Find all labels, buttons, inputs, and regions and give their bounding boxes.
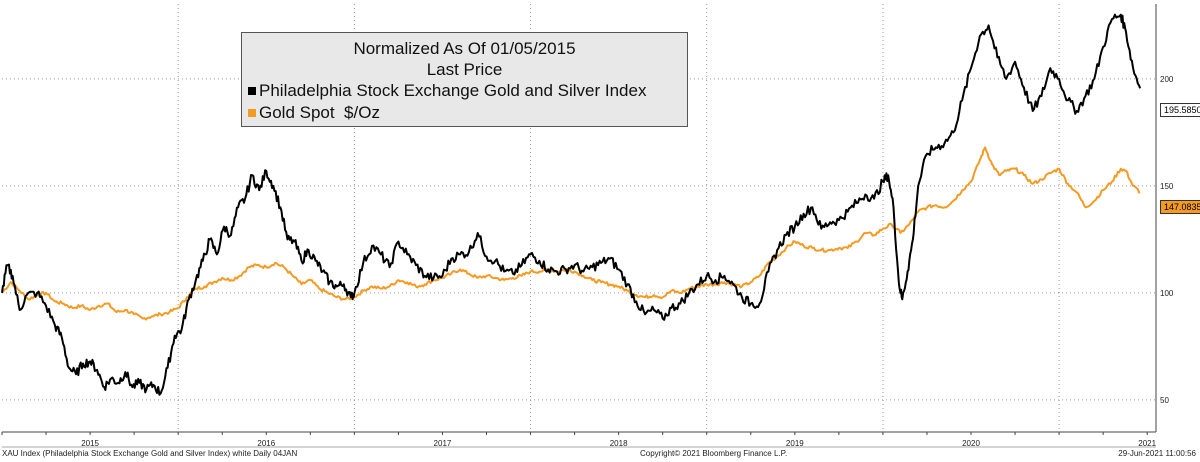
x-tick-label: 2019 [786,439,804,448]
y-tick-label: 200 [1160,75,1174,84]
legend-swatch-gold [248,109,256,117]
x-tick-label: 2020 [962,439,980,448]
x-tick-label: 2015 [81,439,99,448]
x-tick-label: 2016 [257,439,275,448]
last-price-tag-gold: 147.0835 [1160,200,1200,214]
series-lines [1,13,1142,396]
legend: Normalized As Of 01/05/2015 Last Price P… [241,32,688,127]
y-tick-label: 50 [1160,396,1169,405]
legend-title-last-price: Last Price [426,60,503,79]
legend-item-gold: Gold Spot $/Oz [242,102,687,124]
x-tick-label: 2017 [434,439,452,448]
footer-copyright: Copyright© 2021 Bloomberg Finance L.P. [640,449,788,458]
legend-item-xau: Philadelphia Stock Exchange Gold and Sil… [242,80,687,102]
y-tick-label: 150 [1160,182,1174,191]
legend-title-normalized: Normalized As Of 01/05/2015 [353,39,576,58]
series-line-xau [1,13,1142,396]
tick-labels: 50 100 150 200 2015 2016 2017 2018 2019 2020 2021 [81,75,1174,448]
series-line-gold [1,146,1141,321]
axes [1,4,1157,448]
x-tick-label: 2021 [1138,439,1156,448]
legend-label-xau: Philadelphia Stock Exchange Gold and Sil… [259,81,647,100]
footer-security-description: XAU Index (Philadelphia Stock Exchange G… [2,449,298,458]
legend-swatch-xau [248,87,256,95]
y-tick-label: 100 [1160,289,1174,298]
legend-label-gold: Gold Spot $/Oz [259,103,380,122]
x-tick-label: 2018 [610,439,628,448]
last-price-tag-xau: 195.5850 [1160,103,1200,117]
footer-timestamp: 29-Jun-2021 11:00:56 [1118,449,1196,458]
